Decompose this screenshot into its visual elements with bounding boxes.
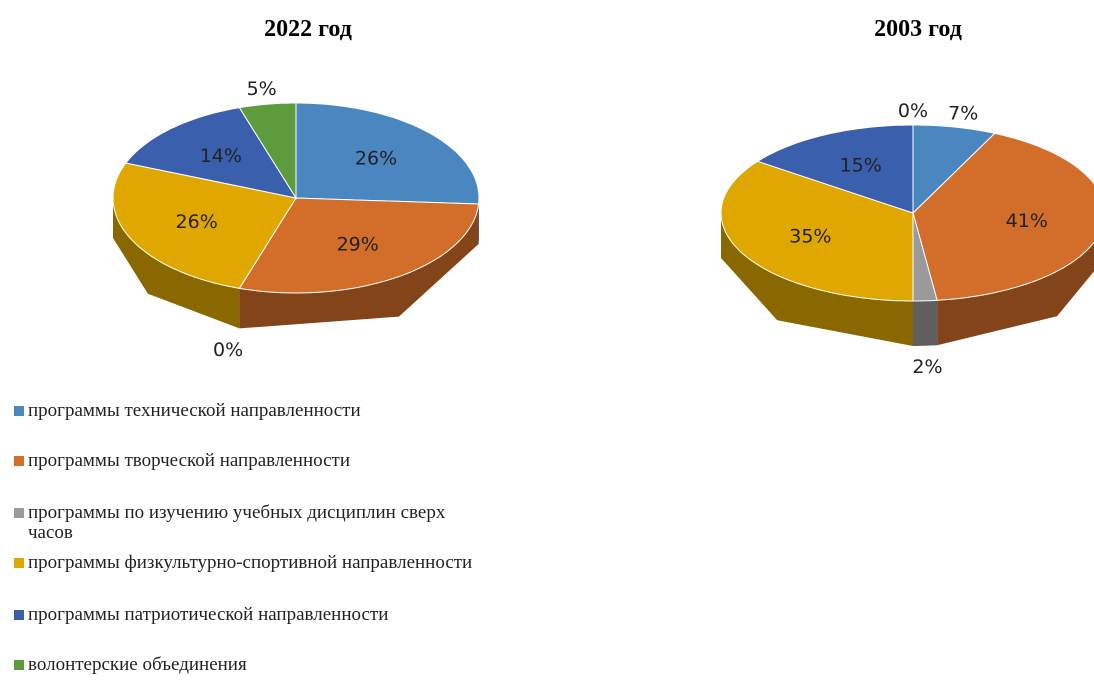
legend-label: программы по изучению учебных дисциплин …: [28, 502, 446, 543]
data-label: 26%: [176, 211, 218, 233]
data-label: 35%: [789, 225, 831, 247]
legend-swatch: [14, 610, 24, 620]
pie-slice: [238, 102, 297, 200]
data-label: 5%: [247, 78, 277, 100]
data-label: 15%: [840, 154, 882, 176]
data-label: 0%: [213, 339, 243, 361]
pie-slice-side: [239, 204, 479, 329]
legend-label: программы патриотической направленности: [28, 604, 388, 625]
legend-swatch: [14, 660, 24, 670]
chart-title: 2003 год: [874, 16, 962, 42]
pie-slice: [720, 160, 914, 302]
legend-swatch: [14, 456, 24, 466]
legend-label: программы технической направленности: [28, 400, 361, 421]
pie-slice-side: [113, 198, 240, 329]
legend-label-line: часов: [28, 522, 73, 543]
pie-slice: [912, 132, 1094, 301]
legend-swatch: [14, 406, 24, 416]
data-label: 41%: [1006, 210, 1048, 232]
legend-swatch: [14, 558, 24, 568]
legend-swatch: [14, 508, 24, 518]
pie-slice-side: [721, 213, 913, 346]
pie-slice: [912, 212, 938, 302]
pie-slice: [756, 124, 914, 214]
data-label: 2%: [912, 356, 942, 378]
data-label: 7%: [948, 102, 978, 124]
chart-title: 2022 год: [264, 16, 352, 42]
data-label: 0%: [898, 100, 928, 122]
pie-slice-side: [937, 242, 1094, 346]
legend-label-line: программы по изучению учебных дисциплин …: [28, 502, 446, 523]
pie-slice: [295, 102, 480, 205]
pie-slice-side: [913, 300, 938, 346]
data-label: 29%: [337, 234, 379, 256]
data-label: 26%: [355, 147, 397, 169]
legend-label: программы физкультурно-спортивной направ…: [28, 552, 472, 573]
pie-slice: [912, 124, 996, 215]
pie-slice: [238, 197, 480, 294]
legend-label: программы творческой направленности: [28, 450, 350, 471]
legend-label: волонтерские объединения: [28, 654, 247, 675]
pie-slice: [112, 162, 297, 289]
data-label: 14%: [200, 145, 242, 167]
